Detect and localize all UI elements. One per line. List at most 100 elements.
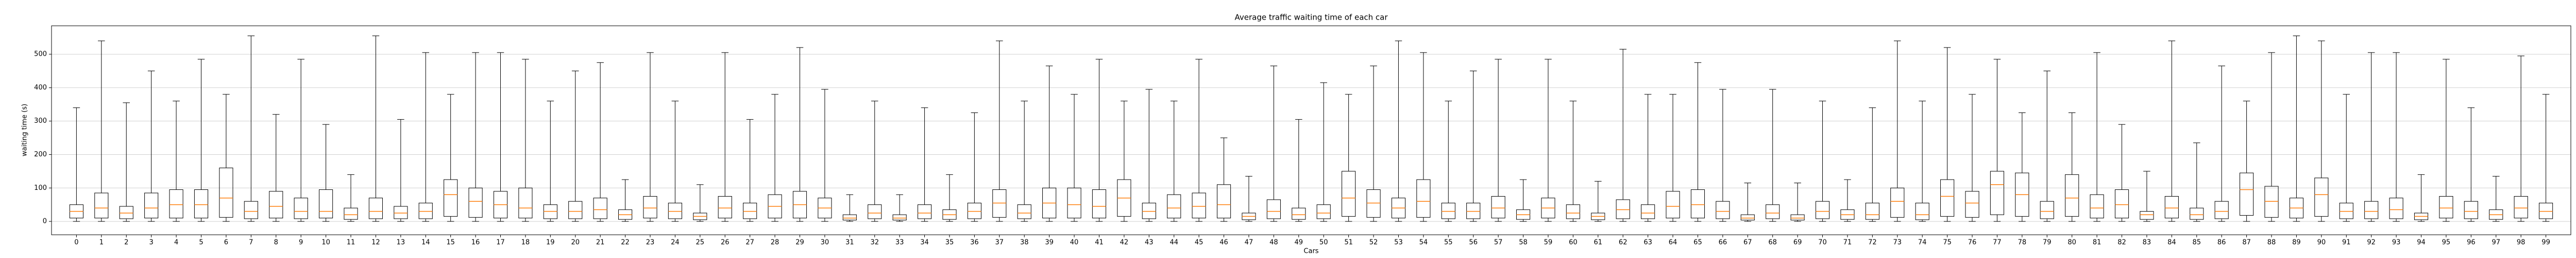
- box: [593, 198, 607, 219]
- x-tick-label: 95: [2442, 239, 2451, 247]
- x-tick-label: 62: [1619, 239, 1628, 247]
- x-tick-label: 45: [1195, 239, 1204, 247]
- x-tick-label: 47: [1245, 239, 1253, 247]
- x-tick-label: 72: [1868, 239, 1877, 247]
- y-tick-label: 400: [34, 84, 47, 91]
- box: [1790, 214, 1805, 220]
- x-tick-label: 52: [1369, 239, 1378, 247]
- x-tick-label: 77: [1993, 239, 2002, 247]
- x-tick-label: 67: [1743, 239, 1752, 247]
- box: [2190, 207, 2204, 220]
- box: [169, 189, 183, 219]
- box: [2040, 201, 2054, 219]
- x-tick-label: 70: [1818, 239, 1827, 247]
- x-tick-label: 44: [1170, 239, 1178, 247]
- y-tick-label: 100: [34, 184, 47, 192]
- box: [319, 189, 333, 219]
- x-tick-label: 85: [2192, 239, 2201, 247]
- box: [219, 167, 233, 218]
- x-tick-label: 88: [2267, 239, 2276, 247]
- x-tick-label: 35: [945, 239, 954, 247]
- box: [2514, 196, 2528, 219]
- box: [1216, 184, 1231, 219]
- box: [368, 198, 383, 219]
- x-tick-label: 0: [74, 239, 78, 247]
- x-tick-label: 1: [99, 239, 104, 247]
- x-tick-label: 74: [1918, 239, 1927, 247]
- x-tick-label: 33: [895, 239, 904, 247]
- x-tick-label: 4: [174, 239, 178, 247]
- x-tick-label: 98: [2517, 239, 2526, 247]
- y-tick-label: 0: [43, 218, 47, 225]
- box: [992, 189, 1007, 218]
- x-tick-label: 91: [2342, 239, 2351, 247]
- x-tick-label: 29: [795, 239, 804, 247]
- box: [194, 189, 209, 219]
- box: [568, 201, 583, 219]
- box: [468, 187, 483, 218]
- x-tick-label: 73: [1893, 239, 1902, 247]
- x-tick-label: 12: [371, 239, 380, 247]
- x-tick-label: 13: [397, 239, 405, 247]
- box: [1366, 189, 1381, 218]
- box: [1865, 202, 1879, 220]
- box: [1342, 171, 1356, 217]
- x-tick-label: 46: [1219, 239, 1228, 247]
- box: [2164, 196, 2179, 219]
- box: [94, 192, 109, 219]
- x-tick-label: 38: [1020, 239, 1029, 247]
- x-tick-label: 14: [421, 239, 430, 247]
- box: [1316, 204, 1331, 219]
- x-tick-label: 30: [821, 239, 829, 247]
- x-tick-label: 41: [1095, 239, 1104, 247]
- box: [244, 201, 258, 219]
- box: [518, 187, 533, 219]
- box: [394, 206, 408, 219]
- x-tick-label: 31: [845, 239, 854, 247]
- box: [144, 192, 159, 219]
- x-tick-label: 80: [2067, 239, 2076, 247]
- x-tick-label: 97: [2492, 239, 2500, 247]
- box: [892, 214, 907, 220]
- x-tick-label: 16: [471, 239, 480, 247]
- box: [1566, 204, 1580, 219]
- x-tick-label: 57: [1494, 239, 1503, 247]
- x-tick-label: 60: [1569, 239, 1578, 247]
- box: [1292, 207, 1306, 220]
- box: [1915, 202, 1929, 220]
- box: [2264, 186, 2279, 218]
- x-tick-label: 78: [2018, 239, 2027, 247]
- box: [294, 198, 308, 219]
- box: [1616, 199, 1630, 219]
- x-tick-label: 58: [1519, 239, 1528, 247]
- x-tick-label: 21: [596, 239, 605, 247]
- x-tick-label: 53: [1394, 239, 1403, 247]
- x-tick-label: 40: [1070, 239, 1079, 247]
- box: [119, 206, 133, 219]
- box: [1416, 179, 1431, 218]
- box: [1641, 204, 1655, 219]
- x-tick-label: 48: [1269, 239, 1278, 247]
- x-tick-label: 64: [1669, 239, 1677, 247]
- x-tick-label: 94: [2417, 239, 2426, 247]
- y-tick-label: 500: [34, 51, 47, 58]
- plot-frame: [51, 25, 2571, 235]
- x-tick-label: 36: [970, 239, 979, 247]
- x-tick-label: 54: [1419, 239, 1428, 247]
- box: [1766, 204, 1780, 219]
- x-tick-label: 84: [2167, 239, 2176, 247]
- box: [1716, 201, 1730, 219]
- x-tick-label: 3: [149, 239, 154, 247]
- x-tick-label: 37: [995, 239, 1004, 247]
- box: [1067, 187, 1081, 219]
- box: [1740, 214, 1755, 220]
- x-tick-label: 20: [571, 239, 580, 247]
- x-tick-label: 50: [1319, 239, 1328, 247]
- box: [1167, 194, 1181, 219]
- y-axis-label: waiting time (s): [21, 104, 29, 156]
- x-tick-label: 39: [1045, 239, 1054, 247]
- x-tick-label: 87: [2242, 239, 2251, 247]
- box: [2314, 178, 2329, 217]
- box: [1965, 191, 1979, 218]
- box: [718, 196, 732, 219]
